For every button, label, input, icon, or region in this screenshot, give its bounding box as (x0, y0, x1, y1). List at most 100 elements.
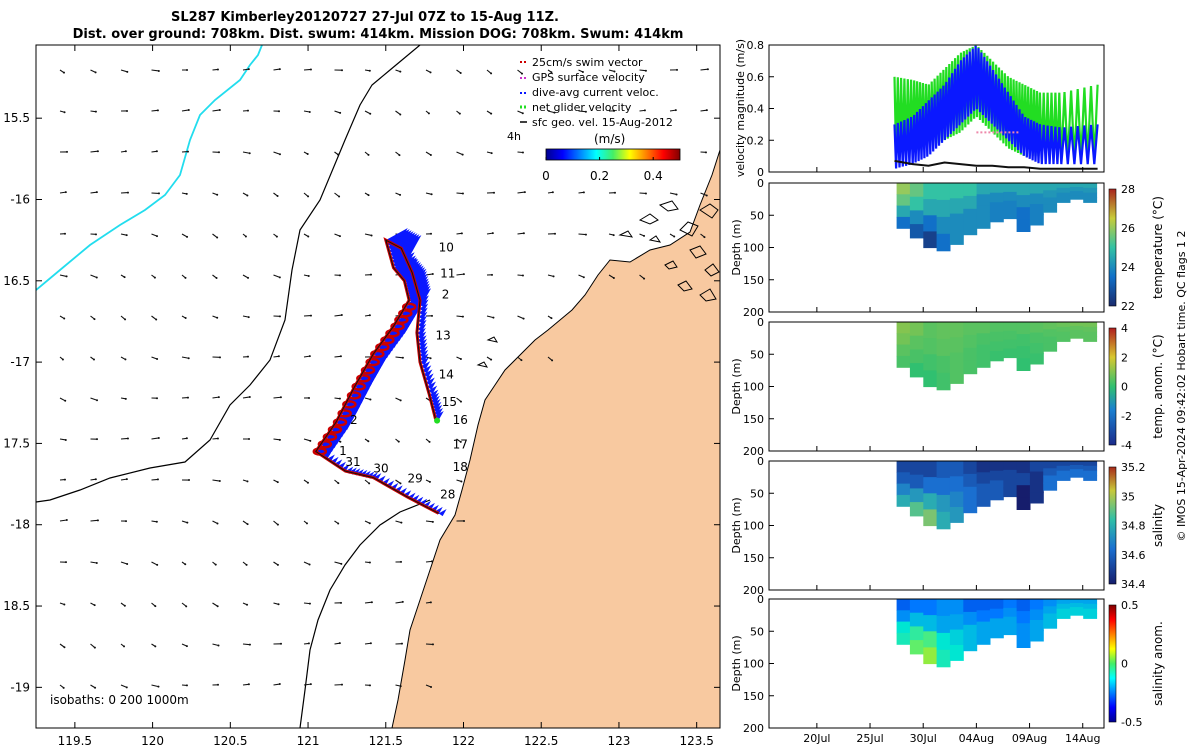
geo-vector-head (186, 150, 189, 153)
swath-wedge (418, 288, 428, 297)
geo-vector (120, 437, 128, 440)
geo-vector-head (63, 232, 66, 235)
geo-vector (456, 273, 464, 276)
salinity_anom_panel-cell (923, 631, 938, 648)
salinity_panel-ytick-label: 150 (743, 552, 764, 565)
geo-vector-head (216, 605, 219, 608)
geo-vector-head (340, 69, 343, 72)
temp_anom_panel-colorbar (1108, 327, 1117, 446)
swath-wedge (431, 398, 441, 407)
temperature_panel-cell (1003, 191, 1018, 202)
salinity_anom_panel-cell (1016, 611, 1031, 624)
geo-vector-head (706, 68, 709, 71)
temp_anom_panel-cell (1083, 331, 1098, 338)
geo-vector-head (522, 317, 525, 320)
swath-wedge (406, 255, 416, 264)
geo-vector-head (214, 563, 217, 566)
geo-vector (151, 684, 159, 688)
geo-vector-head (125, 478, 128, 481)
geo-vector (456, 315, 463, 318)
geo-vector-head (338, 235, 341, 238)
salinity_panel-cell (1083, 461, 1098, 467)
geo-vector-head (186, 521, 189, 524)
salinity_anom_panel-cell (949, 645, 964, 661)
geo-vector (517, 191, 525, 194)
geo-vector-head (308, 563, 311, 566)
geo-vector (395, 601, 403, 604)
salinity_panel-ytick-label: 50 (750, 487, 764, 500)
temperature_panel-cell (949, 198, 964, 215)
day-labels: 10 11 2 13 14 15 16 17 18 2 131 30 29 28 (339, 241, 468, 502)
day-label: 15 (442, 395, 457, 409)
geo-vector-head (64, 561, 67, 564)
temperature_panel-cell (936, 233, 951, 252)
geo-vector-head (399, 70, 402, 73)
temp_anom_panel-cell (989, 341, 1004, 352)
geo-vector-head (370, 234, 373, 237)
geo-vector-head (307, 396, 310, 399)
swath-wedge (423, 369, 433, 378)
geo-vector-head (64, 438, 67, 441)
geo-vector (700, 68, 708, 71)
salinity_panel-cell (1069, 465, 1084, 470)
geo-vector-head (155, 235, 158, 238)
salinity_panel-cell (1016, 497, 1031, 510)
geo-vector-head (490, 273, 493, 276)
salinity_anom_panel-colorbar-tick: -0.5 (1121, 716, 1142, 729)
geo-vector-head (278, 315, 281, 318)
geo-vector-head (339, 355, 342, 358)
temp_anom_panel-cell (963, 360, 978, 375)
geo-vector-head (92, 358, 95, 361)
geo-vector-head (93, 604, 96, 607)
geo-vector-head (93, 646, 96, 649)
salinity_panel-cell (936, 477, 951, 496)
temp_anom_panel-cell (963, 334, 978, 349)
temperature_panel-cell (1016, 195, 1031, 208)
salinity_anom_panel-ytick-label: 0 (757, 593, 764, 606)
geo-vector-head (124, 318, 127, 321)
temperature_panel-cell (896, 194, 911, 207)
geo-vector-head (247, 437, 250, 440)
temperature_panel-cell (1069, 183, 1084, 188)
geo-vector-head (705, 109, 708, 112)
geo-vector (90, 561, 97, 564)
swath-wedge (418, 311, 428, 320)
salinity_anom_panel-cell (1069, 599, 1084, 604)
temp_anom_panel-cell (1016, 358, 1031, 371)
geo-vector-head (459, 357, 462, 360)
geo-vector-head (427, 112, 430, 115)
map-xtick-label: 122 (452, 734, 475, 748)
geo-vector-head (553, 111, 556, 114)
geo-vector-head (123, 276, 126, 279)
geo-vector-head (368, 684, 371, 687)
geo-vector-head (339, 440, 342, 443)
colorbar-tick-label: 0.4 (644, 169, 663, 183)
temperature_panel-cell (909, 224, 924, 239)
geo-vector-head (613, 191, 616, 194)
geo-vector-head (340, 562, 343, 565)
temp_anom_panel-cell (949, 322, 964, 338)
salinity_panel-cell (923, 493, 938, 510)
temp_anom_panel-cell (1069, 326, 1084, 331)
time-xtick-label: 04Aug (959, 732, 994, 745)
temp_anom_panel-cell (976, 344, 991, 357)
temperature_panel-cell (1016, 207, 1031, 220)
temperature_panel-cell (1056, 197, 1071, 203)
salinity_panel-cell (949, 491, 964, 508)
geo-vector-head (612, 234, 615, 237)
velocity-ytick-label: 0.2 (747, 134, 765, 147)
swim-vector-loop (351, 382, 366, 391)
salinity_anom_panel-cell (976, 632, 991, 645)
temperature_panel-cell (949, 229, 964, 245)
swath-wedge (429, 389, 439, 398)
temp_anom_panel-cell (989, 331, 1004, 342)
salinity_panel-cell (976, 472, 991, 485)
geo-vector-head (307, 642, 310, 645)
temperature_panel-cell (923, 215, 938, 232)
salinity_panel-cell (989, 470, 1004, 481)
geo-vector-head (186, 68, 188, 71)
salinity_anom_panel-cell (936, 615, 951, 634)
geo-vector (242, 643, 250, 646)
geo-vector-head (156, 563, 159, 566)
colorbar-unit-label: (m/s) (594, 132, 625, 146)
